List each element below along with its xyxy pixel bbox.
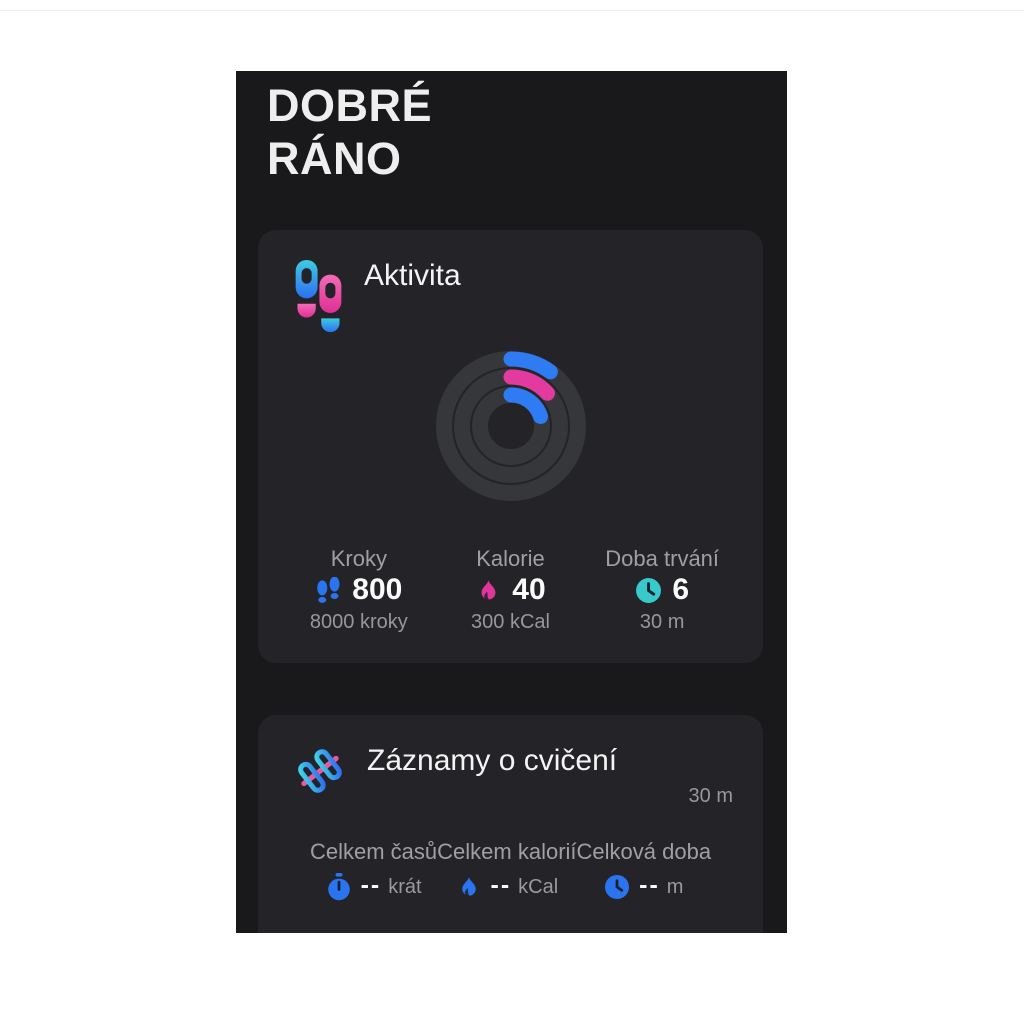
stat-total-calories-label: Celkem kalorií xyxy=(437,839,577,864)
stat-calories-goal: 300 kCal xyxy=(471,611,550,633)
activity-stats: Kroky 800 8000 kroky xyxy=(258,546,763,634)
stat-steps-goal: 8000 kroky xyxy=(309,611,408,633)
activity-card[interactable]: Aktivita Kroky xyxy=(258,230,763,663)
stat-total-times-label: Celkem časů xyxy=(310,839,438,864)
stat-total-calories: Celkem kalorií -- kCal xyxy=(437,839,576,907)
activity-card-title: Aktivita xyxy=(364,259,461,292)
greeting-title: DOBRÉ RÁNO xyxy=(267,79,432,185)
top-divider xyxy=(0,10,1024,11)
stat-calories-label: Kalorie xyxy=(476,546,545,571)
footprints-icon xyxy=(295,259,342,333)
stat-total-calories-unit: kCal xyxy=(518,875,559,898)
stat-total-duration-unit: m xyxy=(666,875,684,898)
stat-steps-value: 800 xyxy=(352,573,403,606)
stat-total-duration-label: Celková doba xyxy=(576,839,712,864)
activity-rings-chart xyxy=(434,349,588,503)
stat-total-times-unit: krát xyxy=(388,875,422,898)
clock-icon xyxy=(605,875,630,899)
stat-duration-goal: 30 m xyxy=(639,611,685,633)
exercise-card[interactable]: Záznamy o cvičení 30 m Celkem časů -- kr… xyxy=(258,715,763,933)
stat-duration-value: 6 xyxy=(672,573,689,606)
stat-calories-value: 40 xyxy=(512,573,546,606)
ring-arc-calories xyxy=(454,369,567,483)
greeting-line1: DOBRÉ xyxy=(267,80,433,131)
stat-duration: Doba trvání 6 30 m xyxy=(586,546,738,634)
flame-icon xyxy=(481,578,496,600)
stat-steps: Kroky 800 8000 kroky xyxy=(283,546,435,634)
stat-steps-label: Kroky xyxy=(330,546,387,571)
stat-total-times-value: -- xyxy=(360,870,382,899)
stat-calories: Kalorie 40 300 kCal xyxy=(435,546,587,634)
dumbbell-icon xyxy=(298,749,342,793)
ring-arc-duration xyxy=(472,387,549,465)
exercise-card-header: Záznamy o cvičení xyxy=(292,743,617,799)
greeting-line2: RÁNO xyxy=(267,133,402,184)
stat-total-times: Celkem časů -- krát xyxy=(310,839,437,907)
exercise-duration-note: 30 m xyxy=(688,785,733,807)
ring-arc-steps xyxy=(436,351,585,501)
exercise-card-title: Záznamy o cvičení xyxy=(367,744,618,777)
stat-total-duration: Celková doba -- m xyxy=(576,839,712,907)
footsteps-icon xyxy=(317,576,340,603)
stopwatch-icon xyxy=(327,873,350,901)
phone-screen: DOBRÉ RÁNO xyxy=(236,71,787,933)
flame-icon xyxy=(461,875,476,897)
stat-total-duration-value: -- xyxy=(639,870,660,899)
stat-duration-label: Doba trvání xyxy=(605,546,720,571)
activity-card-header: Aktivita xyxy=(292,258,461,335)
clock-icon xyxy=(636,577,662,603)
stat-total-calories-value: -- xyxy=(490,870,512,899)
exercise-stats: Celkem časů -- krát Celkem kalorií xyxy=(258,839,763,907)
